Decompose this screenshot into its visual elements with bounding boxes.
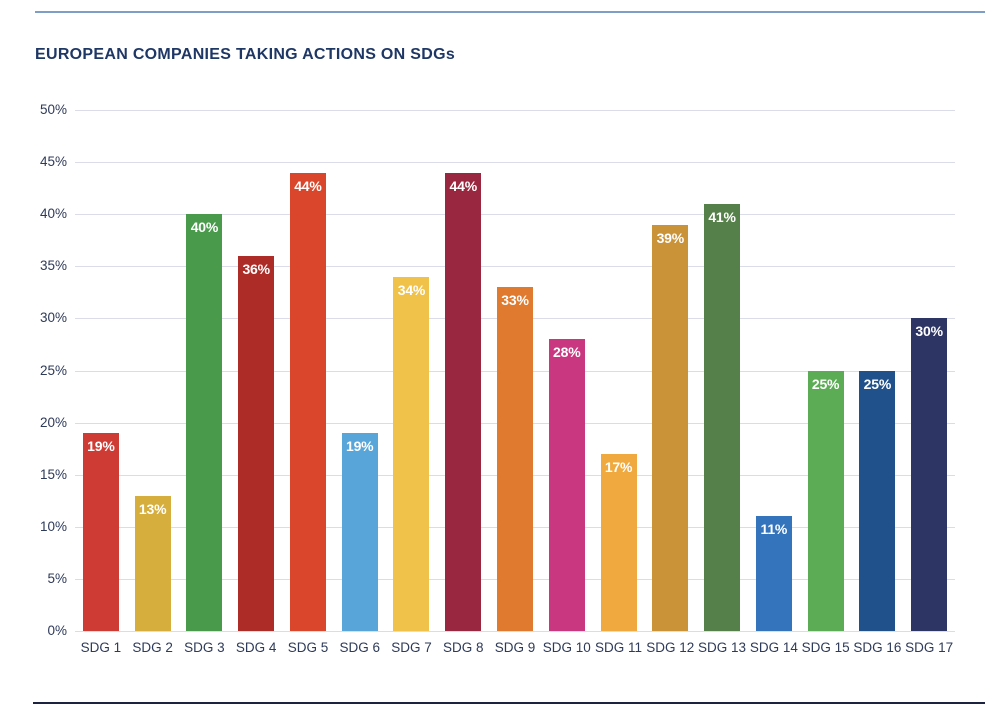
- bar-slot: 17%: [593, 110, 645, 631]
- bar-sdg-4: 36%: [238, 255, 275, 631]
- bar-value-label: 11%: [760, 521, 788, 538]
- bar-slot: 11%: [748, 110, 800, 631]
- x-tick-label: SDG 8: [442, 640, 484, 655]
- bar-sdg-3: 40%: [186, 214, 223, 631]
- bar-value-label: 39%: [656, 229, 685, 246]
- bar-value-label: 30%: [915, 323, 943, 340]
- bar-sdg-2: 13%: [134, 495, 171, 631]
- x-tick-label: SDG 10: [542, 640, 591, 655]
- bar-sdg-17: 30%: [911, 318, 948, 631]
- bar-value-label: 40%: [190, 219, 219, 236]
- bar-slot: 40%: [179, 110, 231, 631]
- bar-sdg-7: 34%: [393, 276, 430, 631]
- bar-sdg-12: 39%: [652, 224, 689, 631]
- y-tick-label: 0%: [47, 623, 67, 638]
- x-tick-label: SDG 15: [801, 640, 850, 655]
- bar-value-label: 25%: [811, 375, 840, 392]
- gridline: [75, 162, 955, 164]
- bar-value-label: 36%: [242, 260, 270, 277]
- bar-value-label: 28%: [553, 344, 581, 361]
- x-tick-label: SDG 11: [595, 640, 643, 655]
- y-tick-label: 15%: [39, 466, 67, 482]
- gridline: [75, 266, 955, 268]
- bar-slot: 25%: [800, 110, 852, 631]
- y-tick-label: 40%: [39, 206, 67, 222]
- bar-slot: 19%: [75, 110, 127, 631]
- y-tick-label: 5%: [47, 570, 67, 586]
- y-tick-label: 35%: [39, 258, 67, 274]
- bar-sdg-1: 19%: [82, 433, 119, 631]
- bar-slot: 34%: [386, 110, 438, 631]
- y-tick-label: 30%: [39, 310, 67, 326]
- bar-value-label: 34%: [397, 281, 426, 298]
- bottom-divider-rule: [33, 702, 985, 704]
- bar-sdg-6: 19%: [341, 433, 378, 631]
- bar-sdg-15: 25%: [807, 370, 844, 631]
- x-tick-label: SDG 13: [698, 640, 747, 655]
- bar-slot: 36%: [230, 110, 282, 631]
- bar-slot: 28%: [541, 110, 593, 631]
- bar-slot: 25%: [851, 110, 903, 631]
- bar-slot: 19%: [334, 110, 386, 631]
- bars-container: 19% 13% 40% 36% 44% 19% 34% 44% 33% 28% 17% 39% 41% 1…: [75, 110, 955, 631]
- x-tick-label: SDG 12: [646, 640, 695, 655]
- y-tick-label: 45%: [39, 154, 67, 170]
- x-tick-label: SDG 2: [132, 640, 173, 655]
- bar-value-label: 33%: [501, 292, 529, 309]
- bar-value-label: 44%: [449, 177, 478, 194]
- bar-slot: 39%: [644, 110, 696, 631]
- bar-value-label: 19%: [87, 438, 115, 455]
- bar-value-label: 25%: [863, 375, 892, 392]
- x-tick-label: SDG 4: [235, 640, 277, 655]
- x-tick-label: SDG 17: [905, 640, 954, 655]
- bar-value-label: 13%: [138, 500, 167, 517]
- bar-sdg-10: 28%: [548, 339, 585, 631]
- x-tick-label: SDG 9: [494, 640, 536, 655]
- gridline: [75, 214, 955, 216]
- x-tick-label: SDG 6: [339, 640, 380, 655]
- gridline: [75, 110, 955, 111]
- gridline: [75, 631, 955, 632]
- bar-sdg-14: 11%: [755, 516, 792, 631]
- y-tick-label: 25%: [39, 362, 67, 378]
- bar-slot: 41%: [696, 110, 748, 631]
- bar-slot: 13%: [127, 110, 179, 631]
- bar-value-label: 19%: [345, 438, 374, 455]
- bar-sdg-9: 33%: [497, 287, 533, 631]
- x-tick-label: SDG 16: [853, 640, 902, 655]
- x-axis-category-labels: SDG 1 SDG 2 SDG 3 SDG 4 SDG 5 SDG 6 SDG 7 SDG 8…: [75, 640, 955, 655]
- chart-title: EUROPEAN COMPANIES TAKING ACTIONS ON SDG…: [35, 46, 456, 63]
- y-tick-label: 10%: [39, 518, 67, 534]
- bar-sdg-11: 17%: [600, 453, 637, 631]
- x-tick-label: SDG 3: [184, 640, 225, 655]
- y-tick-label: 20%: [39, 414, 67, 430]
- bar-value-label: 17%: [604, 458, 633, 475]
- top-divider-rule: [35, 11, 985, 13]
- bar-sdg-8: 44%: [445, 172, 482, 631]
- x-tick-label: SDG 7: [391, 640, 432, 655]
- x-tick-label: SDG 14: [749, 640, 798, 655]
- y-tick-label: 50%: [39, 102, 67, 117]
- bar-sdg-5: 44%: [289, 172, 326, 631]
- y-axis-tick-labels: 50% 45% 40% 35% 30% 25% 20% 15% 10% 5% 0%: [33, 102, 67, 638]
- bar-slot: 44%: [437, 110, 489, 631]
- bar-sdg-13: 41%: [704, 203, 741, 631]
- x-tick-label: SDG 5: [287, 640, 329, 655]
- bar-slot: 33%: [489, 110, 541, 631]
- bar-value-label: 44%: [294, 177, 322, 194]
- bar-value-label: 41%: [708, 208, 736, 225]
- bar-slot: 44%: [282, 110, 334, 631]
- plot-area: 19% 13% 40% 36% 44% 19% 34% 44% 33% 28% 17% 39% 41% 1…: [75, 110, 955, 632]
- x-tick-label: SDG 1: [80, 640, 122, 655]
- bar-sdg-16: 25%: [859, 370, 896, 631]
- bar-slot: 30%: [903, 110, 955, 631]
